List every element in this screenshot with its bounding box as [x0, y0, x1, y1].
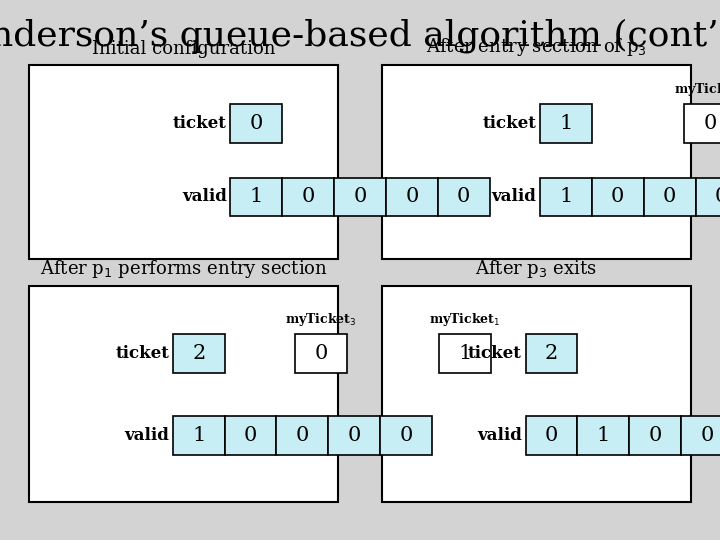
Text: 2: 2: [192, 343, 205, 363]
Bar: [328, 416, 380, 455]
Text: Anderson’s queue-based algorithm (cont’d): Anderson’s queue-based algorithm (cont’d…: [0, 19, 720, 53]
Text: valid: valid: [125, 427, 169, 444]
Bar: [696, 178, 720, 217]
Text: valid: valid: [182, 188, 227, 206]
Text: After entry section of p$_{3}$: After entry section of p$_{3}$: [426, 36, 647, 58]
Text: 0: 0: [296, 426, 309, 445]
Bar: [230, 178, 282, 217]
Text: myTicket$_{3}$: myTicket$_{3}$: [285, 312, 357, 328]
Bar: [334, 178, 386, 217]
Bar: [225, 416, 276, 455]
Text: 0: 0: [400, 426, 413, 445]
Text: 0: 0: [457, 187, 470, 206]
Bar: [681, 416, 720, 455]
Bar: [230, 104, 282, 143]
Text: ticket: ticket: [115, 345, 169, 362]
Text: Initial configuration: Initial configuration: [92, 40, 275, 58]
Text: 0: 0: [405, 187, 418, 206]
Text: 0: 0: [611, 187, 624, 206]
Bar: [439, 334, 491, 373]
Text: 0: 0: [250, 113, 263, 133]
Bar: [29, 65, 338, 259]
Bar: [540, 104, 592, 143]
Bar: [173, 334, 225, 373]
Bar: [540, 178, 592, 217]
Bar: [29, 286, 338, 502]
Text: 1: 1: [559, 113, 572, 133]
Bar: [276, 416, 328, 455]
Text: ticket: ticket: [468, 345, 522, 362]
Text: After p$_{1}$ performs entry section: After p$_{1}$ performs entry section: [40, 258, 328, 280]
Text: 1: 1: [459, 343, 472, 363]
Text: 0: 0: [302, 187, 315, 206]
Bar: [282, 178, 334, 217]
Bar: [382, 65, 691, 259]
Text: 1: 1: [192, 426, 205, 445]
Text: valid: valid: [477, 427, 522, 444]
Text: 0: 0: [649, 426, 662, 445]
Bar: [382, 286, 691, 502]
Text: 0: 0: [703, 113, 716, 133]
Text: 0: 0: [663, 187, 676, 206]
Text: 1: 1: [559, 187, 572, 206]
Bar: [577, 416, 629, 455]
Text: 1: 1: [597, 426, 610, 445]
Text: 0: 0: [244, 426, 257, 445]
Bar: [629, 416, 681, 455]
Bar: [526, 334, 577, 373]
Bar: [644, 178, 696, 217]
Bar: [592, 178, 644, 217]
Text: 2: 2: [545, 343, 558, 363]
Text: 0: 0: [354, 187, 366, 206]
Text: valid: valid: [492, 188, 536, 206]
Text: 0: 0: [315, 343, 328, 363]
Bar: [173, 416, 225, 455]
Text: 1: 1: [250, 187, 263, 206]
Text: myTicket$_{3}$: myTicket$_{3}$: [674, 82, 720, 98]
Text: ticket: ticket: [173, 114, 227, 132]
Bar: [526, 416, 577, 455]
Text: 0: 0: [715, 187, 720, 206]
Bar: [380, 416, 432, 455]
Bar: [295, 334, 347, 373]
Bar: [684, 104, 720, 143]
Text: 0: 0: [348, 426, 361, 445]
Text: After p$_{3}$ exits: After p$_{3}$ exits: [475, 258, 598, 280]
Bar: [386, 178, 438, 217]
Text: 0: 0: [701, 426, 714, 445]
Bar: [438, 178, 490, 217]
Text: myTicket$_{1}$: myTicket$_{1}$: [429, 312, 501, 328]
Text: ticket: ticket: [482, 114, 536, 132]
Text: 0: 0: [545, 426, 558, 445]
